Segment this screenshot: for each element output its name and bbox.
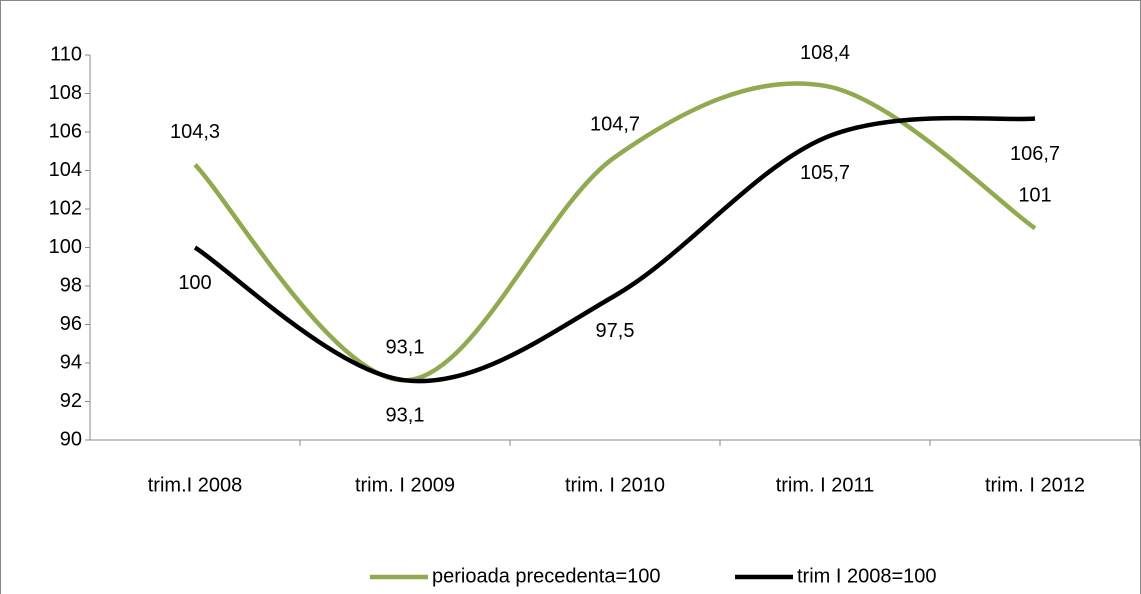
legend-label: perioada precedenta=100 — [432, 565, 661, 587]
data-label: 104,7 — [590, 113, 640, 135]
y-tick-label: 100 — [49, 236, 82, 258]
data-label: 106,7 — [1010, 143, 1060, 165]
data-label: 105,7 — [800, 162, 850, 184]
x-tick-label: trim. I 2009 — [355, 474, 455, 496]
x-tick-label: trim. I 2010 — [565, 474, 665, 496]
x-tick-label: trim.I 2008 — [148, 474, 242, 496]
data-label: 104,3 — [170, 121, 220, 143]
y-tick-label: 90 — [60, 428, 82, 450]
data-label: 101 — [1018, 185, 1051, 207]
x-tick-label: trim. I 2011 — [776, 474, 875, 496]
y-tick-label: 94 — [60, 351, 82, 373]
y-tick-label: 104 — [49, 159, 82, 181]
data-label: 97,5 — [596, 320, 635, 342]
y-tick-label: 108 — [49, 82, 82, 104]
data-label: 100 — [178, 272, 211, 294]
series-line — [193, 81, 1037, 383]
legend-label: trim I 2008=100 — [797, 565, 937, 587]
y-tick-label: 92 — [60, 390, 82, 412]
y-tick-label: 110 — [50, 43, 82, 65]
y-tick-label: 96 — [60, 313, 82, 335]
data-label: 93,1 — [386, 337, 425, 359]
y-tick-label: 98 — [60, 274, 82, 296]
data-label: 108,4 — [800, 42, 850, 64]
x-tick-label: trim. I 2012 — [985, 474, 1085, 496]
series-line — [193, 115, 1036, 384]
data-label: 93,1 — [386, 405, 425, 427]
y-tick-label: 102 — [49, 197, 82, 219]
y-tick-label: 106 — [49, 120, 82, 142]
